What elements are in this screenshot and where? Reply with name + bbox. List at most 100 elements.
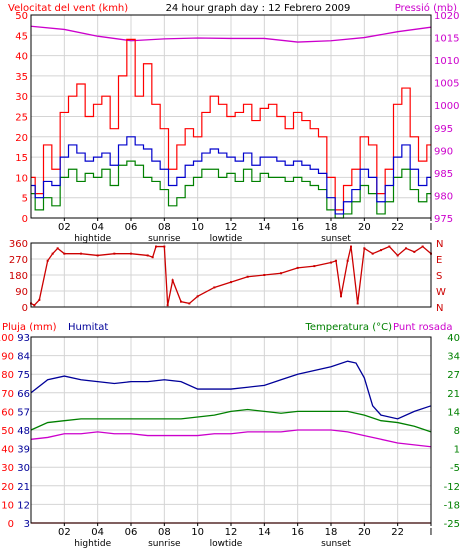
pressure-y-tick-label: 1010	[434, 56, 459, 67]
direction-point	[166, 304, 169, 307]
direction-point	[421, 245, 424, 248]
pressure-y-tick-label: 1015	[434, 34, 459, 45]
direction-point	[196, 295, 199, 298]
rain-y-tick-label: 20	[1, 482, 14, 493]
direction-point	[246, 275, 249, 278]
wind-y-tick-label: 25	[15, 113, 28, 124]
direction-point	[413, 250, 416, 253]
direction-point	[56, 247, 59, 250]
pressure-y-tick-label: 1020	[434, 11, 459, 22]
x-annotation-lowtide: lowtide	[210, 234, 243, 244]
wind-y-tick-label: 50	[15, 11, 28, 22]
direction-point	[350, 245, 352, 248]
wind-axis-title: Velocitat del vent (kmh)	[8, 3, 128, 14]
direction-point	[330, 261, 332, 264]
humidity-y-tick-label: 93	[17, 333, 30, 344]
humidity-y-tick-label: 75	[17, 370, 30, 381]
direction-point	[113, 252, 116, 255]
x-tick-label: 06	[125, 222, 138, 233]
direction-point	[163, 245, 166, 248]
x-tick-label: 12	[225, 222, 238, 233]
direction-point	[230, 281, 232, 284]
x-tick-label: I	[430, 222, 433, 233]
temperature-y-tick-label: 34	[447, 352, 460, 363]
x-annotation-sunrise: sunrise	[148, 539, 181, 549]
humidity-y-tick-label: 30	[17, 463, 30, 474]
direction-point	[340, 295, 342, 298]
rain-y-tick-label: 80	[1, 370, 14, 381]
x-annotation-hightide: hightide	[74, 234, 111, 244]
x-tick-label: 08	[158, 527, 171, 538]
x-annotation-lowtide: lowtide	[210, 539, 243, 549]
direction-point	[363, 247, 366, 250]
x-tick-label: 02	[58, 222, 71, 233]
direction-point	[335, 259, 337, 262]
direction-point	[151, 256, 154, 259]
x-tick-label: 20	[358, 222, 371, 233]
direction-point	[380, 249, 382, 252]
pressure-y-tick-label: 1000	[434, 101, 459, 112]
x-annotation-sunrise: sunrise	[148, 234, 181, 244]
compass-tick-label: E	[436, 255, 442, 266]
temperature-y-tick-label: -5	[450, 463, 460, 474]
x-tick-label: 02	[58, 527, 71, 538]
pressure-y-tick-label: 995	[434, 124, 453, 135]
temperature-y-tick-label: 14	[447, 407, 460, 418]
rain-y-tick-label: 50	[1, 426, 14, 437]
pressure-y-tick-label: 1005	[434, 79, 459, 90]
x-tick-label: 18	[325, 222, 338, 233]
temperature-y-tick-label: 40	[447, 333, 460, 344]
direction-point	[96, 254, 99, 257]
x-tick-label: 12	[225, 527, 238, 538]
wind-y-tick-label: 45	[15, 31, 28, 42]
rain-y-tick-label: 100	[0, 333, 14, 344]
pressure-line	[30, 25, 432, 43]
humidity-line	[30, 360, 432, 420]
direction-point	[263, 274, 266, 276]
pressure-y-tick-label: 990	[434, 146, 453, 157]
pressure-y-tick-label: 985	[434, 169, 453, 180]
direction-line	[30, 245, 432, 307]
wind-y-tick-label: 15	[15, 153, 28, 164]
rain-axis-title: Pluja (mm)	[2, 322, 57, 333]
temperature-y-tick-label: 8	[454, 426, 460, 437]
rain-y-tick-label: 0	[8, 519, 14, 530]
x-tick-label: 04	[91, 527, 104, 538]
x-tick-label: 10	[191, 527, 204, 538]
direction-point	[313, 265, 316, 268]
wind-y-tick-label: 35	[15, 72, 28, 83]
x-annotation-sunset: sunset	[321, 234, 351, 244]
pressure-y-tick-label: 980	[434, 191, 453, 202]
x-tick-label: 04	[91, 222, 104, 233]
direction-point	[188, 302, 191, 305]
x-tick-label: 16	[291, 222, 304, 233]
dewpoint-axis-title: Punt rosada	[393, 322, 452, 333]
wind-y-tick-label: 40	[15, 52, 28, 63]
humidity-y-tick-label: 48	[17, 426, 30, 437]
x-annotation-hightide: hightide	[74, 539, 111, 549]
compass-tick-label: W	[436, 287, 446, 298]
wind-min-line	[31, 160, 431, 219]
direction-point	[346, 259, 349, 262]
rain-y-tick-label: 60	[1, 407, 14, 418]
humidity-axis-title: Humitat	[68, 322, 108, 333]
wind-y-tick-label: 10	[15, 173, 28, 184]
direction-point	[405, 247, 407, 250]
direction-point	[80, 252, 82, 255]
direction-y-tick-label: 270	[9, 255, 28, 266]
direction-y-tick-label: 0	[22, 303, 28, 314]
humidity-y-tick-label: 66	[17, 389, 30, 400]
humidity-y-tick-label: 84	[17, 352, 30, 363]
x-tick-label: 20	[358, 527, 371, 538]
x-tick-label: 16	[291, 527, 304, 538]
x-tick-label: 18	[325, 527, 338, 538]
temperature-line	[30, 408, 432, 433]
rain-y-tick-label: 40	[1, 445, 14, 456]
direction-point	[33, 304, 36, 307]
wind-y-tick-label: 30	[15, 92, 28, 103]
wind-avg-line	[31, 136, 431, 215]
direction-y-tick-label: 180	[9, 271, 28, 282]
direction-point	[213, 286, 216, 289]
temperature-y-tick-label: -12	[444, 482, 460, 493]
